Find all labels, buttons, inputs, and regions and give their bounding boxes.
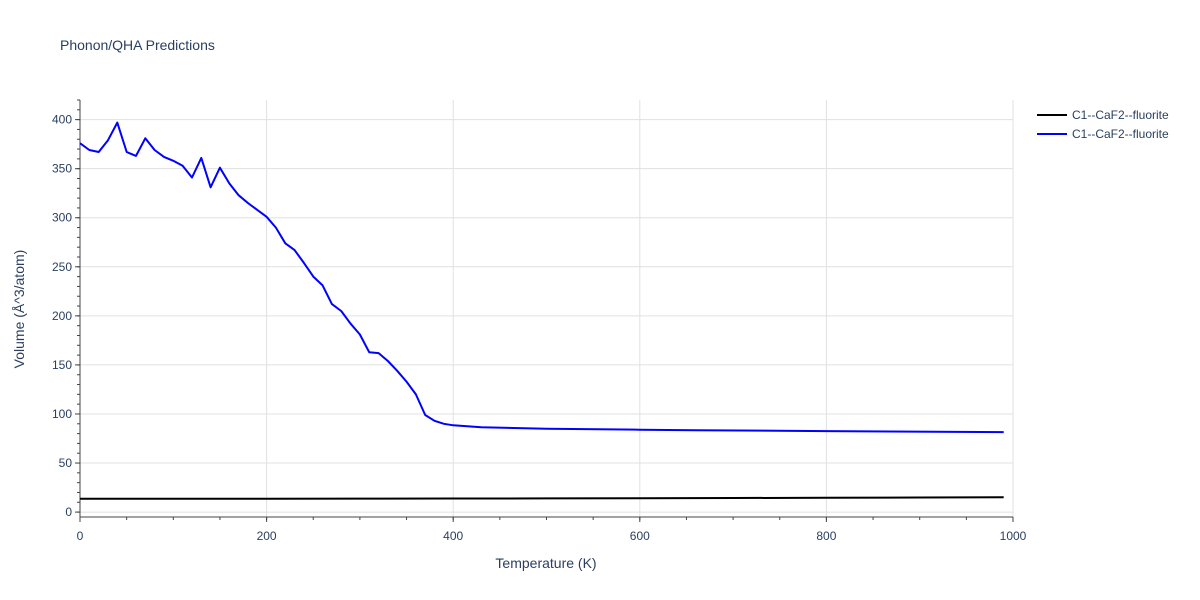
legend: C1--CaF2--fluorite C1--CaF2--fluorite (1037, 108, 1169, 141)
y-tick-label: 150 (52, 358, 72, 372)
x-tick-label: 0 (77, 529, 84, 543)
x-tick-label: 600 (630, 529, 650, 543)
axes: 0 200 400 600 800 1000 0 50 100 150 200 250 300 350 40… (52, 99, 1027, 543)
series-group (79, 121, 1004, 500)
chart-title: Phonon/QHA Predictions (60, 37, 215, 53)
grid (80, 100, 1014, 517)
x-tick-label: 200 (257, 529, 277, 543)
y-axis-title: Volume (Å^3/atom) (11, 250, 27, 369)
x-tick-label: 1000 (1000, 529, 1027, 543)
y-tick-label: 200 (52, 309, 72, 323)
series-line (80, 496, 1004, 500)
y-tick-label: 400 (52, 113, 72, 127)
y-tick-label: 50 (59, 456, 73, 470)
y-tick-label: 250 (52, 260, 72, 274)
y-tick-label: 300 (52, 211, 72, 225)
x-tick-label: 400 (443, 529, 463, 543)
series-line (79, 121, 1004, 434)
y-tick-label: 350 (52, 162, 72, 176)
legend-label: C1--CaF2--fluorite (1072, 127, 1169, 141)
x-tick-label: 800 (816, 529, 836, 543)
legend-label: C1--CaF2--fluorite (1072, 108, 1169, 122)
y-tick-label: 100 (52, 407, 72, 421)
x-axis-title: Temperature (K) (495, 555, 596, 571)
y-tick-label: 0 (65, 505, 72, 519)
